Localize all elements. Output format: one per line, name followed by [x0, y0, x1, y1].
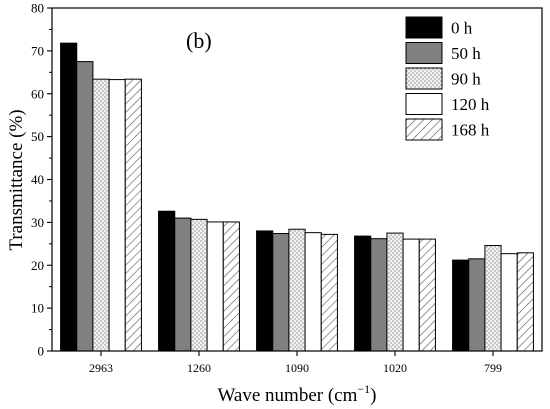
x-axis-title-sup: −1 — [357, 382, 370, 396]
y-tick-label: 20 — [31, 258, 44, 273]
bar-1090-168h — [320, 233, 338, 352]
y-axis-ticks: 0 10 20 30 40 50 60 70 80 — [31, 1, 52, 359]
bar-1090-50h — [272, 233, 290, 352]
x-tick-label: 799 — [484, 361, 502, 375]
bar-1020-0h — [354, 235, 372, 352]
bar-1260-0h — [158, 210, 176, 352]
bar-799-90h — [484, 245, 502, 352]
bar-2963-50h — [76, 61, 94, 352]
legend-label: 50 h — [451, 44, 481, 63]
plot-frame — [51, 7, 543, 352]
bar-799-120h — [500, 253, 518, 352]
y-tick-label: 60 — [31, 86, 44, 101]
legend-swatch — [405, 67, 443, 90]
bar-799-0h — [452, 259, 470, 352]
bar-1260-50h — [174, 217, 192, 352]
bar-2963-0h — [60, 42, 78, 352]
y-tick-label: 30 — [31, 215, 44, 230]
x-axis-title-main: Wave number (cm — [218, 385, 358, 406]
panel-label: (b) — [186, 28, 212, 53]
bar-1020-120h — [402, 238, 420, 352]
bar-1260-90h — [190, 218, 208, 352]
bar-1020-90h — [386, 232, 404, 352]
x-axis-title: Wave number (cm−1) — [218, 382, 377, 406]
bar-1090-120h — [304, 232, 322, 352]
x-tick-label: 1260 — [187, 361, 211, 375]
y-tick-label: 50 — [31, 129, 44, 144]
x-tick-label: 1090 — [285, 361, 309, 375]
y-tick-label: 0 — [38, 344, 45, 359]
bar-799-50h — [468, 258, 486, 352]
bar-2963-120h — [108, 79, 126, 352]
bar-1020-50h — [370, 238, 388, 352]
legend-swatch — [405, 118, 443, 141]
legend: 0 h 50 h 90 h 120 h 168 h — [405, 16, 490, 141]
bar-1090-90h — [288, 228, 306, 352]
y-tick-label: 40 — [31, 172, 44, 187]
legend-label: 120 h — [451, 95, 490, 114]
legend-swatch — [405, 42, 443, 64]
bar-1260-168h — [222, 221, 240, 352]
bars-group — [60, 42, 534, 352]
y-tick-label: 70 — [31, 43, 44, 58]
x-tick-label: 2963 — [89, 361, 113, 375]
x-axis-ticks: 2963 1260 1090 1020 799 — [89, 351, 502, 375]
bar-1260-120h — [206, 221, 224, 352]
x-axis-title-end: ) — [370, 385, 376, 406]
legend-label: 90 h — [451, 70, 481, 89]
bar-1090-0h — [256, 230, 274, 352]
legend-swatch — [405, 93, 443, 115]
y-axis-title: Transmittance (%) — [6, 109, 27, 250]
bar-2963-168h — [124, 78, 142, 352]
y-tick-label: 80 — [31, 1, 44, 16]
legend-label: 0 h — [451, 19, 473, 38]
legend-swatch — [405, 16, 443, 39]
y-tick-label: 10 — [31, 301, 44, 316]
bar-799-168h — [516, 252, 534, 352]
bar-2963-90h — [92, 78, 110, 352]
x-tick-label: 1020 — [383, 361, 407, 375]
legend-label: 168 h — [451, 121, 490, 140]
bar-1020-168h — [418, 238, 436, 352]
